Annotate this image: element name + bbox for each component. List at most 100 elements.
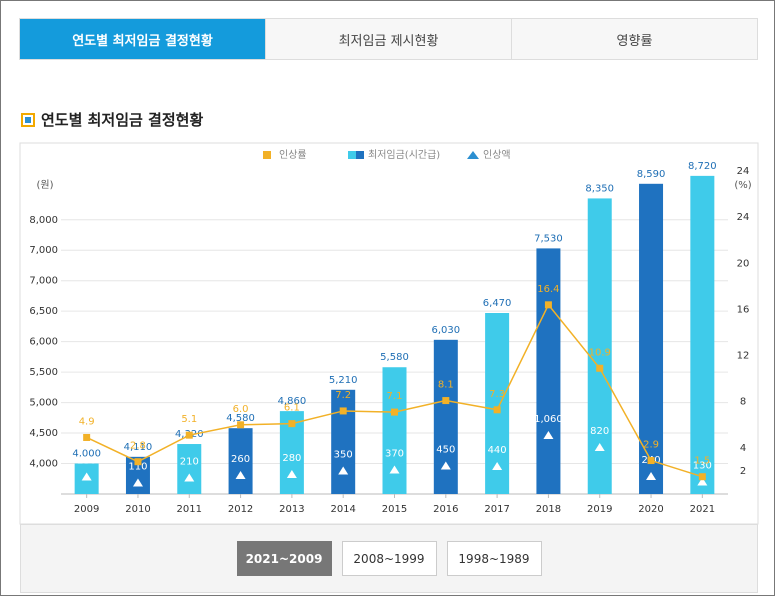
rate-point	[134, 458, 142, 466]
tab[interactable]: 최저임금 제시현황	[265, 19, 511, 59]
x-tick-label: 2009	[74, 504, 99, 515]
increase-label: 230	[77, 456, 96, 467]
rate-label: 6.1	[284, 403, 300, 414]
period-button[interactable]: 2021~2009	[236, 541, 332, 576]
rate-label: 8.1	[438, 380, 454, 391]
bar-label: 6,470	[483, 298, 512, 309]
x-tick-label: 2013	[279, 504, 304, 515]
tab[interactable]: 영향률	[511, 19, 757, 59]
rate-point	[544, 301, 552, 309]
y-tick-label: 7,000	[29, 245, 58, 256]
increase-marker	[286, 470, 297, 478]
y-tick-label: 4,000	[29, 459, 58, 470]
increase-marker	[389, 465, 400, 474]
increase-marker	[81, 472, 92, 481]
rate-label: 7.2	[335, 390, 351, 401]
increase-marker	[543, 431, 554, 439]
increase-marker	[646, 472, 657, 480]
tab-bar: 연도별 최저임금 결정현황 최저임금 제시현황 영향률	[19, 18, 758, 60]
bar-label: 6,030	[431, 325, 460, 336]
rate-point	[698, 473, 706, 481]
rate-point	[391, 408, 398, 416]
increase-marker	[184, 473, 195, 482]
y-tick-label: 4,500	[29, 428, 58, 439]
x-tick-label: 2021	[690, 504, 715, 515]
legend-swatch	[467, 151, 479, 159]
bar-label: 4,000	[72, 449, 101, 460]
increase-label: 450	[436, 445, 455, 456]
increase-marker	[697, 477, 708, 486]
increase-marker	[440, 461, 451, 470]
rate-label: 6.0	[233, 404, 249, 415]
increase-label: 350	[334, 450, 353, 461]
bar	[331, 389, 356, 494]
rate-label: 16.4	[537, 284, 559, 295]
rate-point	[647, 457, 655, 465]
period-button[interactable]: 1998~1989	[446, 541, 542, 576]
rate-label: 2.9	[643, 440, 659, 451]
bar-label: 4,580	[226, 413, 255, 424]
rate-point	[339, 407, 347, 415]
legend-swatch	[263, 151, 271, 159]
bar-label: 8,590	[637, 169, 666, 180]
y-tick-label: 6,500	[29, 306, 58, 317]
increase-label: 370	[385, 449, 404, 460]
increase-marker	[492, 462, 503, 470]
bar-label: 5,210	[329, 375, 358, 386]
bar-label: 4,860	[278, 396, 307, 407]
x-tick-label: 2012	[228, 504, 253, 515]
section-heading: 연도별 최저임금 결정현황	[21, 109, 203, 130]
increase-marker	[132, 478, 143, 487]
y2-tick-label: 2	[740, 466, 746, 477]
bar	[177, 444, 202, 494]
y-tick-label: 8,000	[29, 215, 58, 226]
bar	[433, 339, 458, 494]
legend-label: 최저임금(시간급)	[368, 148, 440, 161]
y-tick-label: 5,000	[29, 398, 58, 409]
section-title: 연도별 최저임금 결정현황	[41, 111, 204, 129]
bar-label: 7,530	[534, 233, 563, 244]
rate-point	[185, 431, 193, 439]
rate-label: 1.5	[694, 456, 710, 467]
increase-marker	[594, 443, 605, 451]
increase-marker	[338, 466, 349, 475]
bar-label: 5,580	[380, 352, 409, 363]
increase-label: 110	[128, 462, 147, 473]
legend-swatch	[356, 151, 364, 159]
x-tick-label: 2014	[330, 504, 355, 515]
x-tick-label: 2011	[177, 504, 202, 515]
legend-label: 인상액	[483, 149, 511, 161]
x-tick-label: 2015	[382, 504, 407, 515]
y2-tick-label: 12	[737, 351, 750, 362]
rate-label: 4.9	[79, 416, 95, 427]
x-tick-label: 2019	[587, 504, 612, 515]
legend-label: 인상률	[279, 149, 307, 161]
y-tick-label: 5,500	[29, 367, 58, 378]
rate-label: 7.3	[489, 389, 505, 400]
y-unit: (원)	[36, 179, 53, 191]
y2-tick-label: 4	[740, 443, 746, 454]
tab[interactable]: 연도별 최저임금 결정현황	[20, 19, 265, 59]
rate-point	[442, 397, 450, 405]
rate-point	[237, 421, 245, 429]
bar	[690, 175, 715, 494]
increase-label: 280	[282, 453, 301, 464]
increase-label: 210	[180, 457, 199, 468]
increase-label: 130	[693, 461, 712, 472]
y2-tick-label: 24	[737, 166, 750, 177]
bar-label: 8,350	[585, 183, 614, 194]
rate-label: 7.1	[387, 391, 403, 402]
rate-label: 10.9	[589, 347, 611, 358]
y2-tick-label: 16	[737, 304, 750, 315]
x-tick-label: 2010	[125, 504, 150, 515]
x-tick-label: 2016	[433, 504, 458, 515]
y2-unit: (%)	[734, 180, 751, 191]
period-bar: 2021~2009 2008~1999 1998~1989	[20, 524, 758, 593]
increase-label: 820	[590, 426, 609, 437]
period-button[interactable]: 2008~1999	[341, 541, 437, 576]
legend-swatch	[348, 151, 356, 159]
rate-point	[288, 420, 296, 428]
x-tick-label: 2018	[536, 504, 561, 515]
